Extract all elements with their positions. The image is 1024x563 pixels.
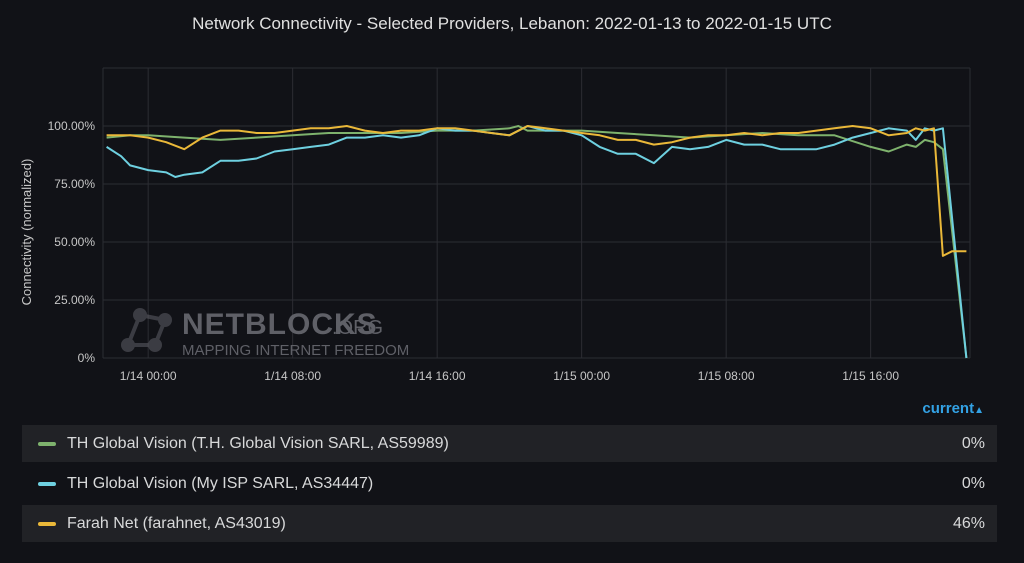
y-tick-label: 100.00% [48, 119, 96, 133]
grid-layer [102, 67, 971, 359]
watermark-brand: NETBLOCKS [182, 308, 378, 341]
caret-up-icon: ▲ [974, 405, 984, 416]
legend-value: 0% [961, 434, 985, 452]
x-tick-label: 1/15 08:00 [698, 369, 755, 383]
legend-label: Farah Net (farahnet, AS43019) [67, 514, 286, 532]
series-line-2 [106, 125, 968, 359]
watermark-domain: .ORG [332, 317, 383, 339]
legend-swatch [38, 441, 56, 446]
legend-swatch [38, 481, 56, 486]
legend-current-label: current [922, 400, 975, 417]
legend-item[interactable]: TH Global Vision (T.H. Global Vision SAR… [22, 425, 997, 462]
legend-item[interactable]: Farah Net (farahnet, AS43019) 46% [22, 505, 997, 542]
y-tick-label: 75.00% [54, 177, 95, 191]
legend-value: 46% [952, 514, 985, 532]
legend-current-toggle[interactable]: current▲ [922, 400, 984, 417]
legend-swatch [38, 521, 56, 526]
watermark-tagline: MAPPING INTERNET FREEDOM [182, 342, 409, 359]
series-line-3 [106, 125, 967, 257]
legend-label: TH Global Vision (My ISP SARL, AS34447) [67, 474, 374, 492]
x-tick-label: 1/14 08:00 [264, 369, 321, 383]
netblocks-logo-icon [121, 308, 172, 352]
legend-item[interactable]: TH Global Vision (My ISP SARL, AS34447) … [22, 465, 997, 502]
chart-legend: TH Global Vision (T.H. Global Vision SAR… [22, 425, 997, 545]
legend-label: TH Global Vision (T.H. Global Vision SAR… [67, 434, 449, 452]
legend-value: 0% [961, 474, 985, 492]
y-tick-label: 0% [78, 351, 96, 365]
x-tick-label: 1/14 00:00 [120, 369, 177, 383]
x-tick-label: 1/15 16:00 [842, 369, 899, 383]
y-tick-label: 25.00% [54, 293, 95, 307]
y-tick-label: 50.00% [54, 235, 95, 249]
series-layer [106, 125, 968, 359]
chart-svg: NETBLOCKS .ORG MAPPING INTERNET FREEDOM … [19, 67, 971, 383]
x-tick-label: 1/14 16:00 [409, 369, 466, 383]
x-tick-label: 1/15 00:00 [553, 369, 610, 383]
y-axis-label: Connectivity (normalized) [19, 159, 34, 306]
axes-layer: 0% 25.00% 50.00% 75.00% 100.00% 1/14 00:00 1/1… [48, 119, 900, 383]
netblocks-watermark: NETBLOCKS .ORG MAPPING INTERNET FREEDOM [121, 308, 409, 359]
chart-title: Network Connectivity - Selected Provider… [192, 14, 832, 33]
